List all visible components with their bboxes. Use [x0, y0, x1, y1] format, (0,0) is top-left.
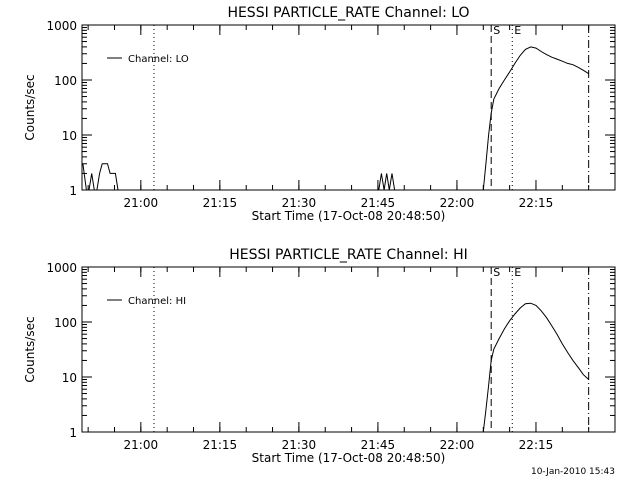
x-axis-label: Start Time (17-Oct-08 20:48:50) [252, 451, 446, 465]
x-tick-label: 21:15 [203, 196, 238, 210]
plot-frame [81, 266, 616, 433]
series-line [482, 302, 590, 433]
y-tick-label: 1 [69, 184, 77, 198]
event-marker-label: S [493, 266, 500, 279]
x-tick-label: 22:00 [440, 438, 475, 452]
x-tick-label: 21:00 [124, 438, 159, 452]
y-axis-label: Counts/sec [23, 74, 37, 140]
y-tick-label: 1000 [46, 261, 77, 275]
footer-timestamp: 10-Jan-2010 15:43 [531, 467, 615, 477]
plot-frame [81, 24, 616, 191]
y-tick-label: 1 [69, 426, 77, 440]
chart-panel-lo: HESSI PARTICLE_RATE Channel: LO 21:00 21:1… [23, 5, 616, 223]
x-tick-label: 21:45 [361, 196, 396, 210]
y-tick-label: 1000 [46, 19, 77, 33]
x-tick-label: 22:00 [440, 196, 475, 210]
chart-panel-hi: HESSI PARTICLE_RATE Channel: HI 21:00 21:1… [23, 247, 616, 465]
legend-entry: Channel: HI [128, 296, 186, 307]
x-tick-label: 21:30 [282, 438, 317, 452]
y-tick-label: 100 [54, 74, 77, 88]
legend-entry: Channel: LO [128, 54, 189, 65]
y-tick-label: 10 [62, 371, 77, 385]
x-tick-label: 22:15 [519, 196, 554, 210]
x-tick-label: 22:15 [519, 438, 554, 452]
series-line [82, 46, 589, 191]
y-tick-label: 100 [54, 316, 77, 330]
x-axis-label: Start Time (17-Oct-08 20:48:50) [252, 209, 446, 223]
event-marker-label: E [514, 266, 521, 279]
x-tick-label: 21:00 [124, 196, 159, 210]
x-tick-label: 21:15 [203, 438, 238, 452]
y-tick-label: 10 [62, 129, 77, 143]
x-tick-label: 21:30 [282, 196, 317, 210]
y-axis-label: Counts/sec [23, 316, 37, 382]
x-tick-label: 21:45 [361, 438, 396, 452]
event-marker-label: E [514, 24, 521, 37]
event-marker-label: S [493, 24, 500, 37]
chart-title: HESSI PARTICLE_RATE Channel: HI [229, 247, 467, 263]
chart-title: HESSI PARTICLE_RATE Channel: LO [227, 5, 469, 21]
